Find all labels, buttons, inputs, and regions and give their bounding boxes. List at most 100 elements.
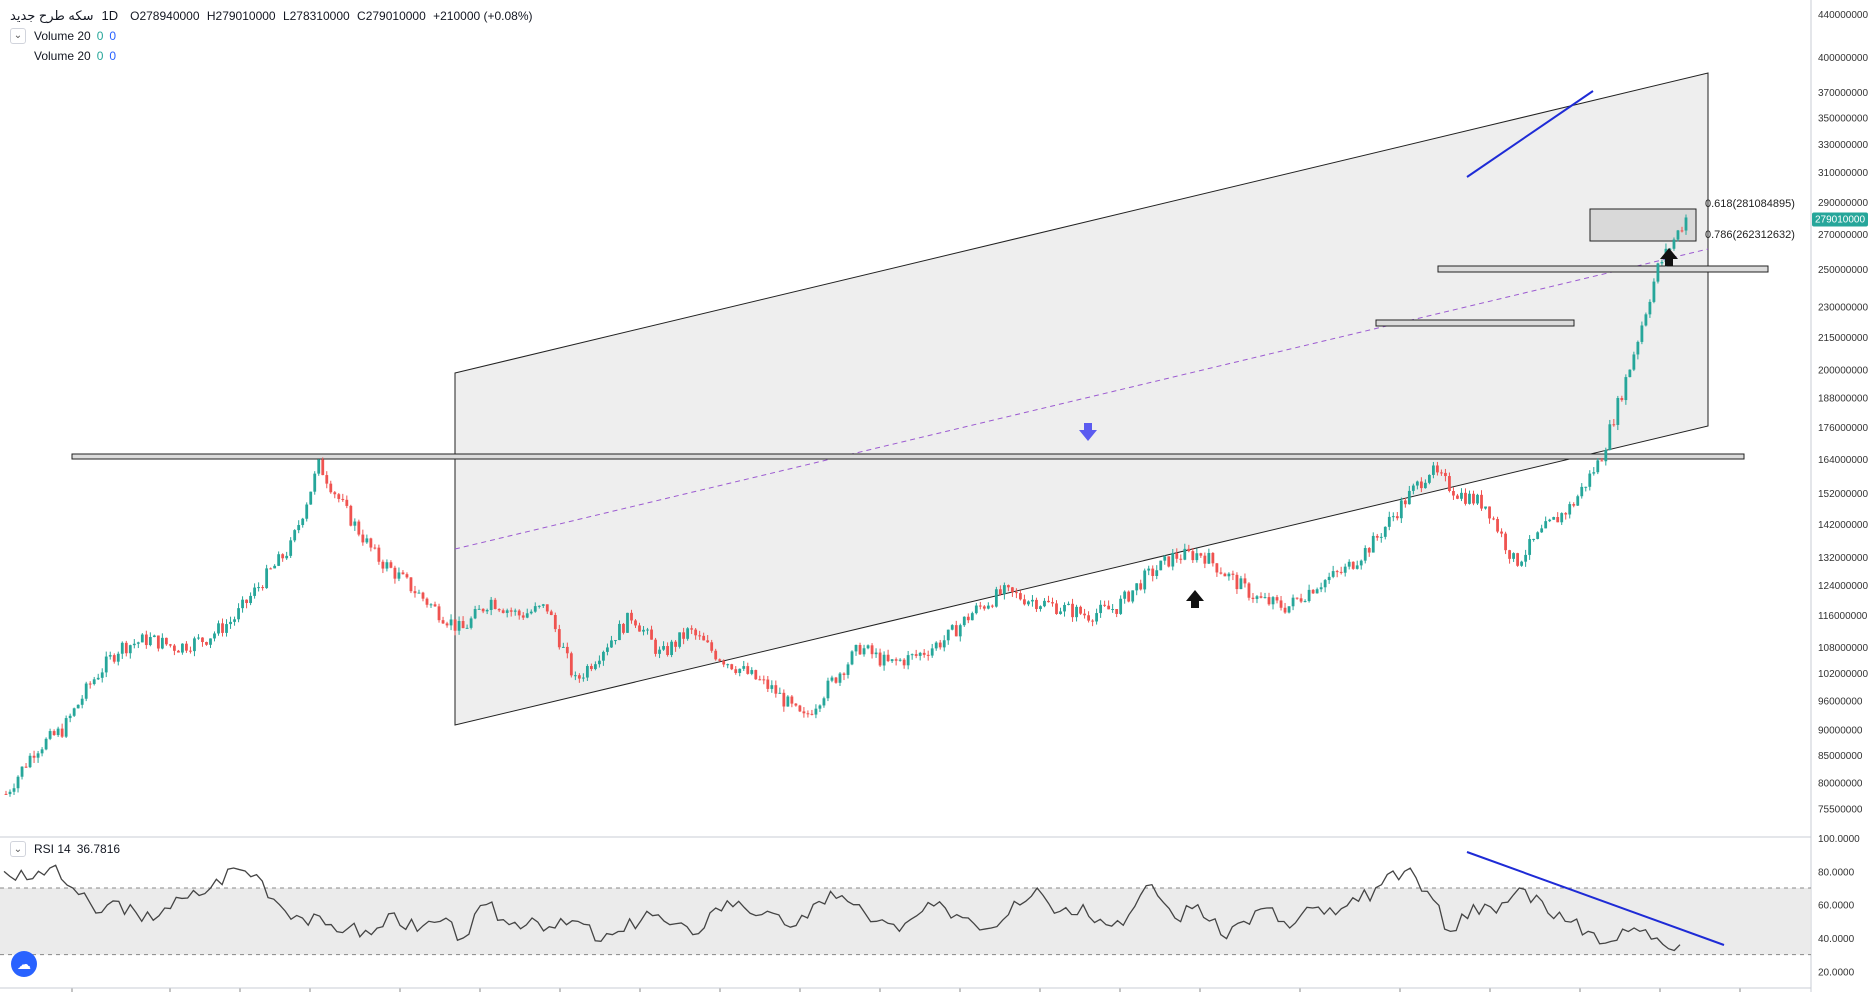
candle-body: [16, 776, 20, 789]
candle-body: [1520, 561, 1524, 566]
chevron-down-icon[interactable]: ⌄: [10, 841, 26, 857]
candle-body: [193, 638, 196, 652]
candle-body: [1223, 573, 1227, 577]
candle-body: [1203, 555, 1207, 564]
volume-label[interactable]: Volume 20: [34, 49, 91, 63]
chevron-down-icon[interactable]: ⌄: [10, 28, 26, 44]
candle-body: [638, 625, 641, 632]
candle-body: [409, 577, 413, 592]
candle-body: [365, 538, 369, 543]
price-tick-label: 116000000: [1818, 611, 1868, 622]
candle-body: [706, 640, 710, 643]
candle-body: [694, 629, 698, 636]
candle-body: [56, 728, 60, 736]
candle-body: [164, 637, 168, 645]
candle-body: [1540, 528, 1544, 533]
rsi-falling-trendline[interactable]: [1466, 851, 1725, 946]
price-tick-label: 102000000: [1818, 669, 1868, 680]
candle-body: [1528, 539, 1532, 555]
timeframe[interactable]: 1D: [101, 8, 119, 23]
candle-body: [197, 637, 200, 639]
candle-body: [1015, 592, 1018, 594]
candle-body: [1023, 599, 1026, 605]
candle-body: [1151, 568, 1155, 576]
candle-body: [914, 654, 918, 656]
candle-body: [610, 640, 613, 648]
candle-body: [850, 651, 854, 665]
candle-body: [132, 643, 136, 646]
price-tick-label: 230000000: [1818, 303, 1868, 314]
candle-body: [553, 615, 557, 630]
candle-body: [1087, 615, 1090, 621]
candle-body: [882, 654, 886, 666]
candle-body: [465, 627, 469, 629]
candle-body: [1383, 526, 1387, 537]
candle-body: [241, 599, 244, 609]
candle-body: [461, 621, 465, 629]
candle-body: [389, 562, 393, 568]
candle-body: [906, 655, 910, 666]
candle-body: [1227, 573, 1231, 577]
candle-body: [349, 505, 353, 526]
volume-row-2: Volume 20 0 0: [10, 46, 537, 66]
candle-body: [261, 587, 265, 589]
candle-body: [333, 492, 337, 495]
candle-body: [577, 675, 581, 679]
candle-body: [1588, 473, 1592, 487]
channel-midline[interactable]: [454, 248, 1709, 550]
tradingview-logo-icon[interactable]: ☁: [11, 951, 37, 977]
candle-body: [662, 646, 665, 650]
candle-body: [1347, 561, 1351, 567]
fib-retracement-box[interactable]: [1589, 208, 1697, 242]
candle-body: [1359, 560, 1363, 566]
volume-label[interactable]: Volume 20: [34, 29, 91, 43]
price-tick-label: 96000000: [1818, 696, 1863, 707]
candle-body: [1259, 596, 1263, 598]
candle-body: [381, 561, 385, 569]
candle-body: [337, 494, 341, 499]
candle-body: [1283, 607, 1287, 613]
candle-body: [545, 604, 549, 612]
candle-body: [96, 677, 100, 680]
candle-body: [1584, 486, 1588, 488]
price-tick-label: 215000000: [1818, 333, 1868, 344]
candle-body: [189, 650, 192, 652]
candle-body: [1243, 578, 1247, 584]
candle-body: [858, 644, 862, 655]
rsi-line[interactable]: [3, 864, 1681, 952]
price-channel[interactable]: [454, 72, 1709, 726]
candle-body: [104, 656, 108, 673]
candle-body: [1199, 553, 1203, 556]
candle-body: [521, 615, 525, 618]
candle-body: [734, 669, 738, 673]
candle-body: [838, 673, 842, 683]
rsi-tick-label: 20.0000: [1818, 967, 1855, 978]
candle-body: [846, 664, 850, 675]
symbol-name[interactable]: سکه طرح جدید: [10, 8, 94, 23]
candle-body: [229, 621, 232, 625]
candle-body: [738, 668, 742, 673]
candle-body: [1327, 576, 1331, 581]
candle-body: [726, 664, 730, 666]
candle-body: [922, 652, 926, 655]
candle-body: [92, 679, 96, 685]
candle-body: [886, 654, 890, 662]
candle-body: [902, 659, 906, 666]
candle-body: [682, 632, 686, 639]
candle-body: [1275, 597, 1279, 601]
price-tick-label: 188000000: [1818, 393, 1868, 404]
candle-body: [529, 611, 533, 614]
rising-trendline[interactable]: [1466, 90, 1594, 178]
support-zone-164m[interactable]: [71, 453, 1745, 460]
candle-body: [634, 620, 637, 626]
candle-body: [1395, 516, 1399, 519]
low-value: L278310000: [282, 9, 350, 23]
support-zone-247m[interactable]: [1437, 265, 1769, 273]
candle-body: [140, 634, 144, 643]
candle-body: [144, 634, 148, 646]
rsi-label[interactable]: RSI 14: [34, 842, 71, 856]
support-zone-216m[interactable]: [1375, 319, 1575, 327]
candle-body: [966, 616, 970, 621]
candle-body: [1596, 460, 1600, 473]
